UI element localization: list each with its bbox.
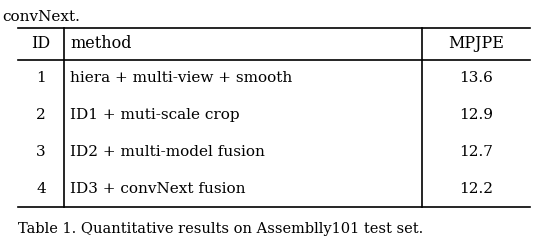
Text: 12.2: 12.2: [459, 182, 493, 196]
Text: ID1 + muti-scale crop: ID1 + muti-scale crop: [70, 108, 240, 122]
Text: 12.9: 12.9: [459, 108, 493, 122]
Text: 12.7: 12.7: [459, 145, 493, 159]
Text: hiera + multi-view + smooth: hiera + multi-view + smooth: [70, 71, 293, 85]
Text: MPJPE: MPJPE: [448, 35, 504, 53]
Text: ID2 + multi-model fusion: ID2 + multi-model fusion: [70, 145, 265, 159]
Text: convNext.: convNext.: [2, 10, 80, 24]
Text: 2: 2: [36, 108, 46, 122]
Text: 3: 3: [36, 145, 46, 159]
Text: 4: 4: [36, 182, 46, 196]
Text: method: method: [70, 35, 132, 53]
Text: ID3 + convNext fusion: ID3 + convNext fusion: [70, 182, 246, 196]
Text: Table 1. Quantitative results on Assemblly101 test set.: Table 1. Quantitative results on Assembl…: [18, 222, 423, 236]
Text: 13.6: 13.6: [459, 71, 493, 85]
Text: ID: ID: [31, 35, 50, 53]
Text: 1: 1: [36, 71, 46, 85]
